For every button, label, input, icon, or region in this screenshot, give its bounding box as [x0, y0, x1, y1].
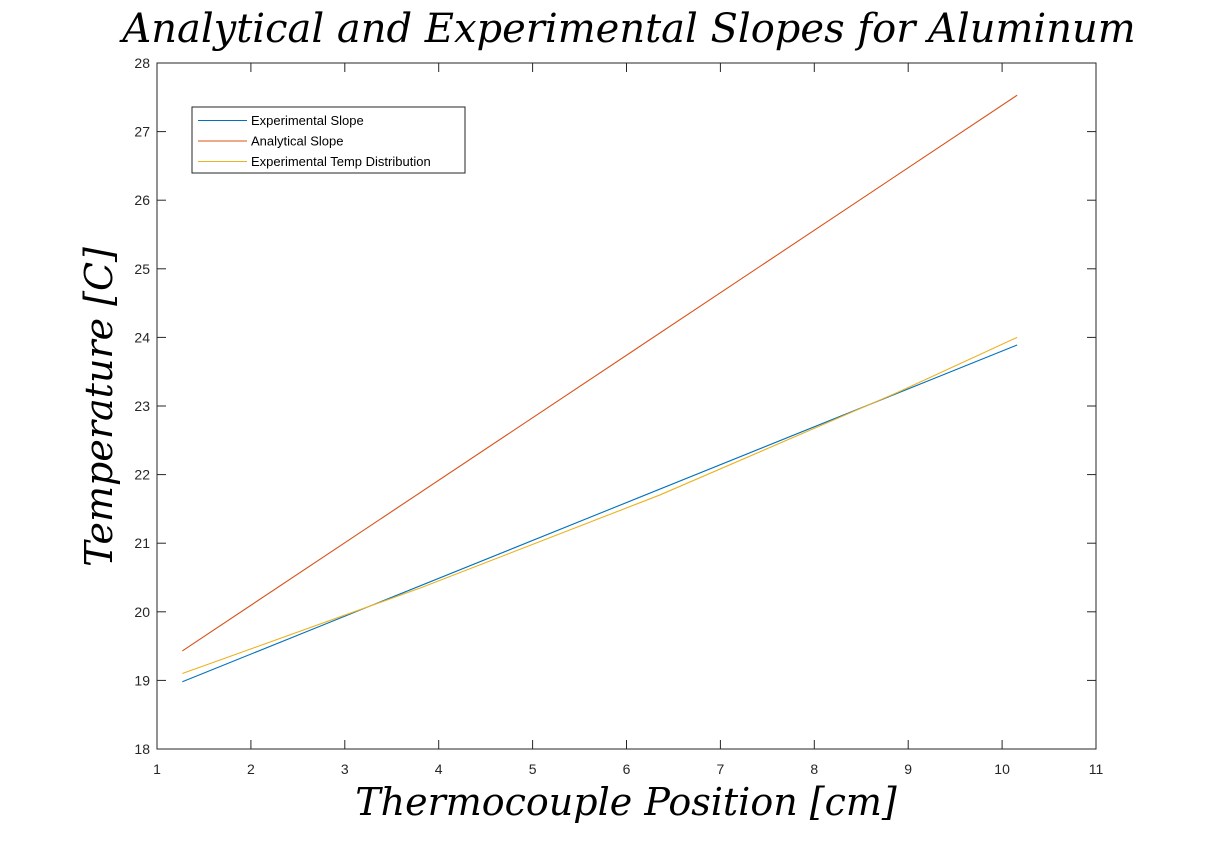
x-tick-label: 4 [435, 761, 443, 777]
y-tick-label: 19 [134, 672, 150, 688]
x-tick-label: 3 [341, 761, 349, 777]
y-tick-label: 25 [134, 261, 150, 277]
x-tick-label: 9 [904, 761, 912, 777]
x-tick-label: 7 [717, 761, 725, 777]
series-line-experimental-temp-distribution [182, 336, 1018, 675]
legend: Experimental Slope Analytical Slope Experi… [191, 106, 466, 174]
x-tick-label: 2 [247, 761, 255, 777]
legend-label-analytical-slope: Analytical Slope [251, 134, 344, 149]
x-tick-label: 5 [529, 761, 537, 777]
y-tick-label: 23 [134, 398, 150, 414]
legend-label-experimental-slope: Experimental Slope [251, 113, 364, 128]
x-tick-label: 11 [1089, 761, 1104, 777]
x-tick-label: 6 [623, 761, 631, 777]
x-axis-label: Thermocouple Position [cm] [355, 780, 897, 824]
series-layer [182, 94, 1018, 683]
y-tick-label: 22 [134, 467, 150, 483]
y-axis-label: Temperature [C] [77, 247, 121, 567]
y-tick-label: 26 [134, 192, 150, 208]
y-tick-label: 27 [134, 124, 150, 140]
x-tick-label: 10 [994, 761, 1010, 777]
legend-label-experimental-temp-distribution: Experimental Temp Distribution [251, 154, 431, 169]
y-tick-label: 18 [134, 741, 150, 757]
chart-title: Analytical and Experimental Slopes for A… [118, 6, 1135, 52]
y-tick-label: 28 [134, 55, 150, 71]
y-tick-label: 24 [134, 329, 150, 345]
y-tick-label: 21 [134, 535, 150, 551]
x-tick-label: 1 [153, 761, 161, 777]
series-line-analytical-slope [182, 94, 1018, 652]
y-tick-label: 20 [134, 604, 150, 620]
plot-area [156, 62, 1097, 750]
x-tick-label: 8 [810, 761, 818, 777]
